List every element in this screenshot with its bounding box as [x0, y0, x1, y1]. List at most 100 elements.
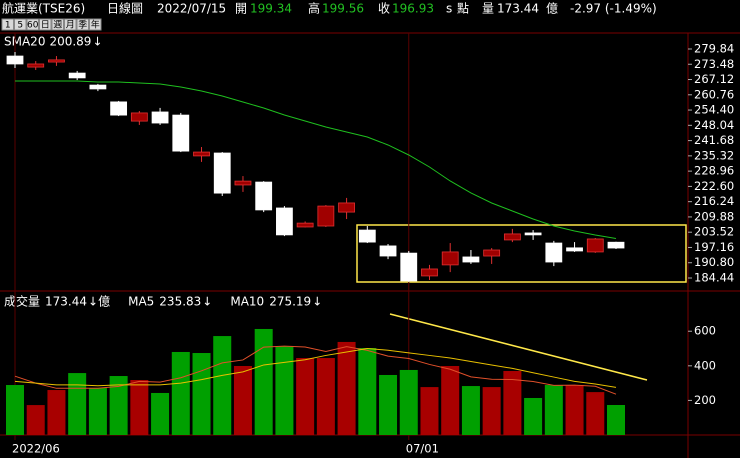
y-tick-label: 184.44 — [694, 270, 734, 284]
ma-line — [14, 345, 617, 395]
interval-button[interactable] — [26, 18, 39, 31]
volume-bar — [130, 379, 149, 435]
candle-body — [6, 55, 24, 65]
interval-button-label: 週 — [53, 20, 62, 31]
candle-body — [213, 152, 231, 194]
candle-body — [545, 242, 563, 263]
y-tick-label: 600 — [694, 324, 716, 338]
interval-button-label: 季 — [78, 19, 87, 31]
volume-bar — [544, 385, 563, 435]
legend-value: 235.83 — [159, 295, 201, 309]
volume-bar — [254, 328, 273, 435]
y-tick-label: 241.68 — [694, 133, 734, 147]
candle-body — [172, 114, 190, 152]
s: s — [446, 2, 452, 16]
high-label: 高 — [308, 1, 320, 16]
legend-name: 成交量 — [4, 294, 40, 309]
y-tick-label: 216.24 — [694, 194, 734, 208]
y-tick-label: 260.76 — [694, 87, 734, 101]
volume-bar — [607, 405, 625, 435]
y-tick-label: 248.04 — [694, 118, 734, 132]
period: 日線圖 — [107, 1, 143, 16]
candle-body — [524, 232, 542, 236]
candle-body — [400, 252, 418, 282]
volume-bar — [192, 353, 211, 435]
volume-bar — [47, 390, 66, 435]
candle-body — [379, 245, 397, 257]
candle-body — [151, 111, 169, 124]
legend-value: 173.44 — [45, 295, 87, 309]
interval-button[interactable] — [39, 18, 52, 31]
volume-bar — [379, 374, 398, 435]
date: 2022/07/15 — [157, 2, 226, 16]
volume-bar — [296, 358, 315, 435]
volume-bar — [503, 371, 522, 435]
open: 199.34 — [250, 2, 292, 16]
trend-marker: ↓ — [92, 35, 102, 49]
interval-button[interactable] — [14, 18, 27, 31]
candle-body — [68, 72, 86, 79]
interval-button[interactable] — [64, 18, 77, 31]
candle-body — [27, 63, 45, 68]
candle-body — [338, 202, 355, 213]
interval-button-label: 5 — [17, 21, 23, 31]
candle-body — [317, 205, 335, 227]
close: 196.93 — [392, 2, 434, 16]
volume-bar — [171, 351, 190, 435]
candle-body — [48, 59, 65, 63]
y-tick-label: 254.40 — [694, 103, 734, 117]
volume-bar — [524, 397, 543, 435]
interval-button[interactable] — [76, 18, 89, 31]
candle-body — [462, 256, 480, 263]
y-tick-label: 228.96 — [694, 164, 734, 178]
trend-marker: ↓ — [312, 295, 322, 309]
candle-body — [130, 112, 148, 122]
trend-marker: ↓ — [202, 295, 212, 309]
volume-bar — [275, 346, 294, 435]
volume: 173.44 — [497, 2, 539, 16]
interval-button-label: 日 — [41, 20, 50, 31]
candle-body — [296, 222, 314, 228]
candle-body — [276, 207, 293, 236]
candle-body — [607, 241, 625, 249]
legend-value: 200.89 — [49, 35, 91, 49]
volume-bar — [26, 405, 45, 435]
y-tick-label: 222.60 — [694, 179, 734, 193]
legend-name: MA5 — [128, 295, 154, 309]
volume-bar — [233, 365, 252, 435]
volume-bar — [461, 386, 480, 435]
volume-bar — [88, 387, 107, 435]
interval-buttons[interactable]: 1 5 60 日週月季年 — [1, 18, 102, 31]
y-tick-label: 273.48 — [694, 57, 734, 71]
x-tick-label: 2022/06 — [12, 442, 60, 456]
ma-line — [15, 80, 617, 240]
candle-body — [255, 181, 273, 211]
candle-body — [193, 151, 210, 157]
candle-body — [503, 233, 521, 241]
high: 199.56 — [322, 2, 364, 16]
interval-button[interactable] — [51, 18, 64, 31]
interval-button-label: 年 — [91, 19, 100, 31]
y-tick-label: 267.12 — [694, 72, 734, 86]
legend-name: MA10 — [230, 295, 264, 309]
y-tick-label: 209.88 — [694, 209, 734, 223]
unit: 點 — [457, 2, 469, 16]
interval-button-label: 1 — [5, 21, 11, 31]
volume-unit: 億 — [546, 2, 558, 16]
volume-bar — [441, 365, 460, 435]
volume-bar — [213, 336, 232, 435]
legend-name: SMA20 — [4, 35, 45, 49]
interval-button-label: 月 — [66, 20, 75, 31]
volume-bar — [565, 385, 584, 435]
volume-bar — [151, 392, 170, 435]
y-tick-label: 400 — [694, 358, 716, 372]
x-tick-label: 07/01 — [406, 442, 439, 456]
trend-line — [389, 313, 648, 381]
ma-line — [14, 348, 617, 388]
y-tick-label: 235.32 — [694, 148, 734, 162]
volume-bar — [399, 369, 418, 435]
interval-button[interactable] — [89, 18, 102, 31]
interval-button[interactable] — [1, 18, 14, 31]
volume-bar — [586, 392, 605, 435]
open-label: 開 — [235, 2, 247, 16]
